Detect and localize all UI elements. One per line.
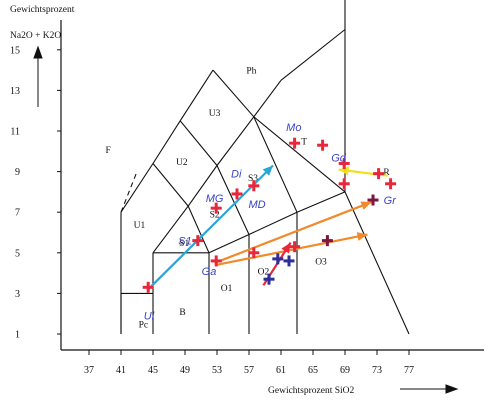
y-tick-label: 1 xyxy=(15,330,20,341)
field-label: R xyxy=(383,168,390,178)
field-label: T xyxy=(301,138,307,148)
sample-marker xyxy=(142,281,154,293)
trend-arrow-line xyxy=(215,233,368,267)
x-tick-label: 37 xyxy=(84,365,94,376)
field-label: O2 xyxy=(258,268,270,278)
trend-arrow-head xyxy=(338,166,350,176)
y-axis-label-line1: Gewichtsprozent xyxy=(10,5,75,15)
sample-marker xyxy=(338,157,350,169)
sample-marker xyxy=(248,247,260,259)
sample-marker xyxy=(231,188,243,200)
trend-arrow-head xyxy=(360,201,372,210)
y-tick-label: 11 xyxy=(10,127,20,138)
field-label: O3 xyxy=(315,257,327,267)
sample-label: Ul xyxy=(144,311,155,323)
sample-marker xyxy=(263,273,275,285)
sample-label: MD xyxy=(248,199,265,211)
field-label: Ph xyxy=(246,67,256,77)
y-axis-arrow xyxy=(33,45,43,107)
sample-marker xyxy=(373,168,385,180)
sample-marker xyxy=(210,202,222,214)
field-label: Pc xyxy=(139,320,149,330)
x-tick-label: 77 xyxy=(404,365,414,376)
sample-label: S1 xyxy=(178,236,191,248)
x-axis-label: Gewichtsprozent SiO2 xyxy=(268,386,355,396)
sample-label: Mo xyxy=(286,122,301,134)
field-label: S1 xyxy=(179,239,189,249)
field-label: S3 xyxy=(248,174,258,184)
sample-marker xyxy=(338,178,350,190)
sample-marker xyxy=(385,178,397,190)
x-tick-label: 61 xyxy=(276,365,286,376)
field-label: F xyxy=(106,146,111,156)
sample-label: Gd xyxy=(331,152,347,164)
x-tick-label: 45 xyxy=(148,365,158,376)
field-label: B xyxy=(179,308,185,318)
field-boundaries xyxy=(120,0,410,335)
field-label: U3 xyxy=(209,109,221,119)
sample-marker xyxy=(210,255,222,267)
y-tick-label: 3 xyxy=(15,289,20,300)
field-label: U2 xyxy=(176,158,188,168)
sample-marker xyxy=(283,255,295,267)
trend-arrow-head xyxy=(262,165,273,176)
y-tick-label: 7 xyxy=(15,208,20,219)
field-label: S2 xyxy=(210,211,220,221)
sample-marker xyxy=(367,194,379,206)
sample-marker xyxy=(192,235,204,247)
x-tick-label: 49 xyxy=(180,365,190,376)
sample-marker xyxy=(289,137,301,149)
sample-marker xyxy=(272,253,284,265)
y-tick-label: 5 xyxy=(15,248,20,259)
field-label: O1 xyxy=(221,284,233,294)
y-tick-label: 13 xyxy=(10,86,20,97)
sample-marker xyxy=(317,139,329,151)
sample-label: MG xyxy=(206,193,224,205)
trend-arrow-head xyxy=(356,232,368,241)
x-axis-arrow xyxy=(400,384,459,394)
x-tick-label: 65 xyxy=(308,365,318,376)
x-tick-label: 41 xyxy=(116,365,126,376)
sample-marker xyxy=(321,235,333,247)
y-tick-label: 15 xyxy=(10,45,20,56)
field-label: U1 xyxy=(134,221,146,231)
sample-label: Di xyxy=(231,169,242,181)
x-tick-label: 53 xyxy=(212,365,222,376)
y-tick-label: 9 xyxy=(15,167,20,178)
x-tick-label: 69 xyxy=(340,365,350,376)
y-axis-label-line2: Na2O + K2O xyxy=(10,31,61,41)
sample-label: Ga xyxy=(202,266,217,278)
sample-marker xyxy=(248,180,260,192)
sample-marker xyxy=(289,241,301,253)
x-tick-label: 73 xyxy=(372,365,382,376)
x-tick-label: 57 xyxy=(244,365,254,376)
sample-label: Gr xyxy=(384,195,398,207)
trend-arrow-head xyxy=(281,242,291,254)
trend-arrow-line xyxy=(214,201,372,264)
